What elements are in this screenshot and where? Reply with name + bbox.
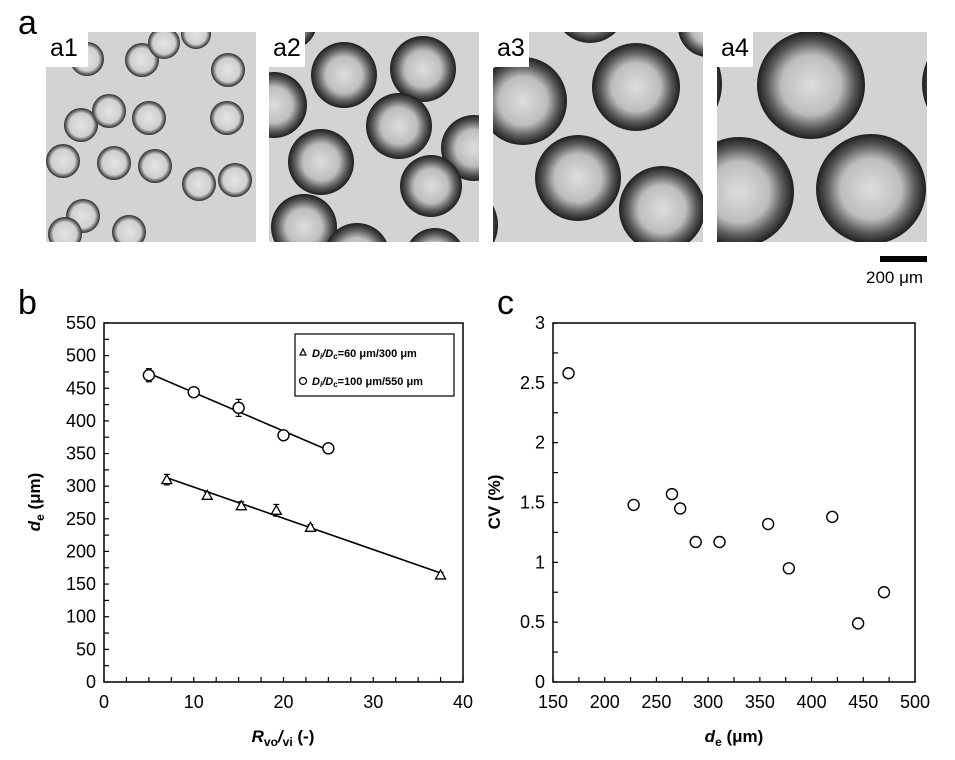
data-point-triangle — [434, 568, 447, 580]
droplets-a3 — [493, 32, 703, 242]
data-point-circle — [232, 401, 245, 415]
fit-line-triangle — [166, 476, 441, 574]
panel-letter-a: a — [18, 4, 37, 42]
data-point-circle — [665, 487, 679, 501]
x-tick-label: 10 — [184, 692, 204, 712]
y-tick-label: 0 — [86, 672, 96, 692]
chart-c-frame — [552, 322, 916, 683]
micrograph-a2: a2 — [269, 32, 479, 242]
y-tick-label: 250 — [66, 509, 96, 529]
x-tick-label: 30 — [363, 692, 383, 712]
chart-b-xlabel: Rvo/vi (-) — [252, 727, 315, 749]
x-tick-label: 350 — [745, 692, 775, 712]
scale-bar-label: 200 μm — [866, 268, 924, 287]
x-tick-label: 0 — [99, 692, 109, 712]
droplets-a2 — [269, 32, 479, 242]
data-point-circle — [851, 617, 865, 630]
legend-label-triangle: Di/Dc=60 μm/300 μm — [312, 348, 417, 361]
data-point-circle — [627, 498, 640, 512]
y-tick-label: 2.5 — [520, 373, 545, 393]
legend-triangle-marker — [299, 347, 307, 356]
x-tick-label: 500 — [900, 692, 930, 712]
micrograph-a3: a3 — [493, 32, 703, 242]
data-point-circle — [713, 535, 726, 549]
chart-c-xlabel: de (μm) — [705, 727, 764, 749]
x-tick-label: 250 — [641, 692, 671, 712]
y-tick-label: 0.5 — [520, 612, 545, 632]
x-tick-label: 20 — [273, 692, 293, 712]
y-tick-label: 150 — [66, 574, 96, 594]
legend-circle-marker — [298, 376, 308, 386]
data-point-circle — [322, 442, 335, 455]
micrograph-label-a2: a2 — [269, 32, 305, 67]
x-tick-label: 200 — [590, 692, 620, 712]
x-tick-label: 450 — [848, 692, 878, 712]
y-tick-label: 100 — [66, 607, 96, 627]
micrograph-a4: a4 — [717, 32, 927, 242]
data-point-circle — [826, 510, 839, 524]
y-tick-label: 450 — [66, 378, 96, 398]
y-tick-label: 0 — [535, 672, 545, 692]
data-point-triangle — [160, 473, 173, 485]
y-tick-label: 3 — [535, 313, 545, 333]
data-point-circle — [877, 586, 891, 599]
panel-letter-c: c — [497, 284, 514, 322]
data-point-triangle — [304, 520, 317, 532]
micrograph-label-a3: a3 — [493, 32, 529, 67]
data-point-triangle — [270, 503, 283, 515]
y-tick-label: 200 — [66, 541, 96, 561]
data-point-circle — [782, 562, 796, 575]
y-tick-label: 1.5 — [520, 493, 545, 513]
chart-c-ylabel: CV (%) — [485, 475, 504, 530]
chart-b-legend: Di/Dc=60 μm/300 μm Di/Dc=100 μm/550 μm — [294, 333, 455, 397]
data-point-circle — [277, 429, 290, 442]
data-point-circle — [187, 385, 200, 399]
x-tick-label: 40 — [453, 692, 473, 712]
x-tick-label: 300 — [693, 692, 723, 712]
micrograph-label-a4: a4 — [717, 32, 753, 67]
y-tick-label: 500 — [66, 346, 96, 366]
y-tick-label: 300 — [66, 476, 96, 496]
data-point-circle — [761, 517, 775, 531]
panel-letter-b: b — [18, 284, 37, 322]
droplets-a4 — [717, 32, 927, 242]
x-tick-label: 150 — [538, 692, 568, 712]
data-point-triangle — [201, 488, 214, 500]
data-point-circle — [562, 367, 575, 380]
y-tick-label: 1 — [535, 552, 545, 572]
chart-b-frame — [103, 322, 464, 683]
scale-bar — [880, 256, 927, 262]
micrograph-label-a1: a1 — [46, 32, 88, 67]
y-tick-label: 400 — [66, 411, 96, 431]
x-tick-label: 400 — [797, 692, 827, 712]
data-point-circle — [142, 369, 156, 382]
legend-label-circle: Di/Dc=100 μm/550 μm — [312, 376, 423, 389]
chart-b: 0 10 20 30 400501001502002503003504004505005… — [25, 313, 473, 749]
data-point-circle — [674, 502, 687, 515]
micrograph-a1: a1 — [46, 32, 256, 242]
y-tick-label: 2 — [535, 433, 545, 453]
y-tick-label: 550 — [66, 313, 96, 333]
data-point-triangle — [235, 499, 248, 511]
data-point-circle — [689, 535, 702, 549]
y-tick-label: 50 — [76, 639, 96, 659]
y-tick-label: 350 — [66, 444, 96, 464]
chart-b-ylabel: de (μm) — [25, 473, 47, 532]
legend-box — [294, 333, 455, 397]
